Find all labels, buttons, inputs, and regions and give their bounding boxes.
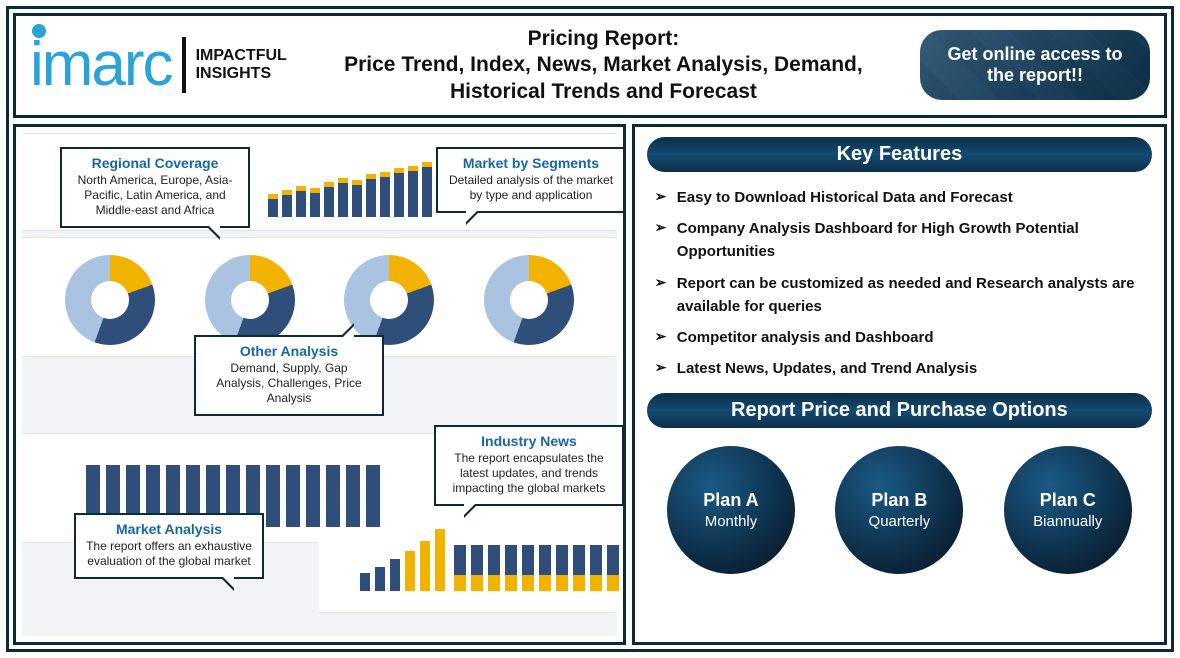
callout-market: Market Analysis The report offers an exh… bbox=[74, 513, 264, 579]
feature-item: Report can be customized as needed and R… bbox=[655, 268, 1148, 323]
logo-separator bbox=[182, 37, 186, 93]
callout-regional: Regional Coverage North America, Europe,… bbox=[60, 147, 250, 228]
info-panel: Key Features Easy to Download Historical… bbox=[632, 124, 1167, 645]
logo-wordmark: imarc bbox=[30, 34, 172, 96]
feature-item: Latest News, Updates, and Trend Analysis bbox=[655, 353, 1148, 384]
donut-chart-row bbox=[40, 255, 599, 345]
header-bar: imarc IMPACTFUL INSIGHTS Pricing Report:… bbox=[13, 13, 1167, 118]
feature-item: Easy to Download Historical Data and For… bbox=[655, 182, 1148, 213]
page-frame: imarc IMPACTFUL INSIGHTS Pricing Report:… bbox=[6, 6, 1174, 652]
callout-tail-icon bbox=[220, 577, 234, 591]
report-title: Pricing Report: Price Trend, Index, News… bbox=[297, 26, 910, 105]
brand-logo: imarc IMPACTFUL INSIGHTS bbox=[30, 34, 287, 96]
dashboard-preview-panel: Regional Coverage North America, Europe,… bbox=[13, 124, 626, 645]
pricing-heading: Report Price and Purchase Options bbox=[647, 393, 1152, 428]
feature-item: Competitor analysis and Dashboard bbox=[655, 322, 1148, 353]
pricing-plan[interactable]: Plan B Quarterly bbox=[835, 446, 963, 574]
plan-name: Plan A bbox=[703, 490, 758, 511]
donut-chart bbox=[65, 255, 155, 345]
callout-industry: Industry News The report encapsulates th… bbox=[434, 425, 624, 506]
donut-chart bbox=[205, 255, 295, 345]
callout-tail-icon bbox=[340, 323, 354, 337]
callout-tail-icon bbox=[466, 211, 480, 225]
callout-segments: Market by Segments Detailed analysis of … bbox=[436, 147, 626, 213]
plan-period: Biannually bbox=[1033, 513, 1102, 530]
callout-desc: Demand, Supply, Gap Analysis, Challenges… bbox=[206, 361, 372, 406]
donut-chart bbox=[344, 255, 434, 345]
brand-tagline: IMPACTFUL INSIGHTS bbox=[196, 47, 287, 84]
callout-desc: The report encapsulates the latest updat… bbox=[446, 451, 612, 496]
main-content: Regional Coverage North America, Europe,… bbox=[13, 124, 1167, 645]
callout-title: Market Analysis bbox=[86, 521, 252, 537]
callout-title: Market by Segments bbox=[448, 155, 614, 171]
plan-period: Monthly bbox=[705, 513, 758, 530]
callout-other: Other Analysis Demand, Supply, Gap Analy… bbox=[194, 335, 384, 416]
tagline-line-2: INSIGHTS bbox=[196, 65, 287, 83]
plan-period: Quarterly bbox=[869, 513, 931, 530]
callout-desc: The report offers an exhaustive evaluati… bbox=[86, 539, 252, 569]
callout-desc: Detailed analysis of the market by type … bbox=[448, 173, 614, 203]
sequential-bar-chart bbox=[360, 529, 445, 591]
feature-item: Company Analysis Dashboard for High Grow… bbox=[655, 213, 1148, 268]
callout-title: Industry News bbox=[446, 433, 612, 449]
pricing-plan[interactable]: Plan A Monthly bbox=[667, 446, 795, 574]
logo-text: imarc bbox=[30, 30, 172, 99]
donut-chart bbox=[484, 255, 574, 345]
callout-tail-icon bbox=[206, 226, 220, 240]
mini-bar-chart bbox=[268, 167, 432, 217]
stacked-bar-chart bbox=[454, 545, 626, 591]
callout-title: Regional Coverage bbox=[72, 155, 238, 171]
tagline-line-1: IMPACTFUL bbox=[196, 47, 287, 65]
callout-tail-icon bbox=[464, 504, 478, 518]
plan-name: Plan C bbox=[1040, 490, 1096, 511]
get-access-button[interactable]: Get online access to the report!! bbox=[920, 30, 1150, 100]
feature-list: Easy to Download Historical Data and For… bbox=[641, 182, 1158, 389]
callout-desc: North America, Europe, Asia-Pacific, Lat… bbox=[72, 173, 238, 218]
key-features-heading: Key Features bbox=[647, 137, 1152, 172]
pricing-plans-row: Plan A Monthly Plan B Quarterly Plan C Biannu… bbox=[641, 438, 1158, 578]
pricing-plan[interactable]: Plan C Biannually bbox=[1004, 446, 1132, 574]
callout-title: Other Analysis bbox=[206, 343, 372, 359]
plan-name: Plan B bbox=[871, 490, 927, 511]
